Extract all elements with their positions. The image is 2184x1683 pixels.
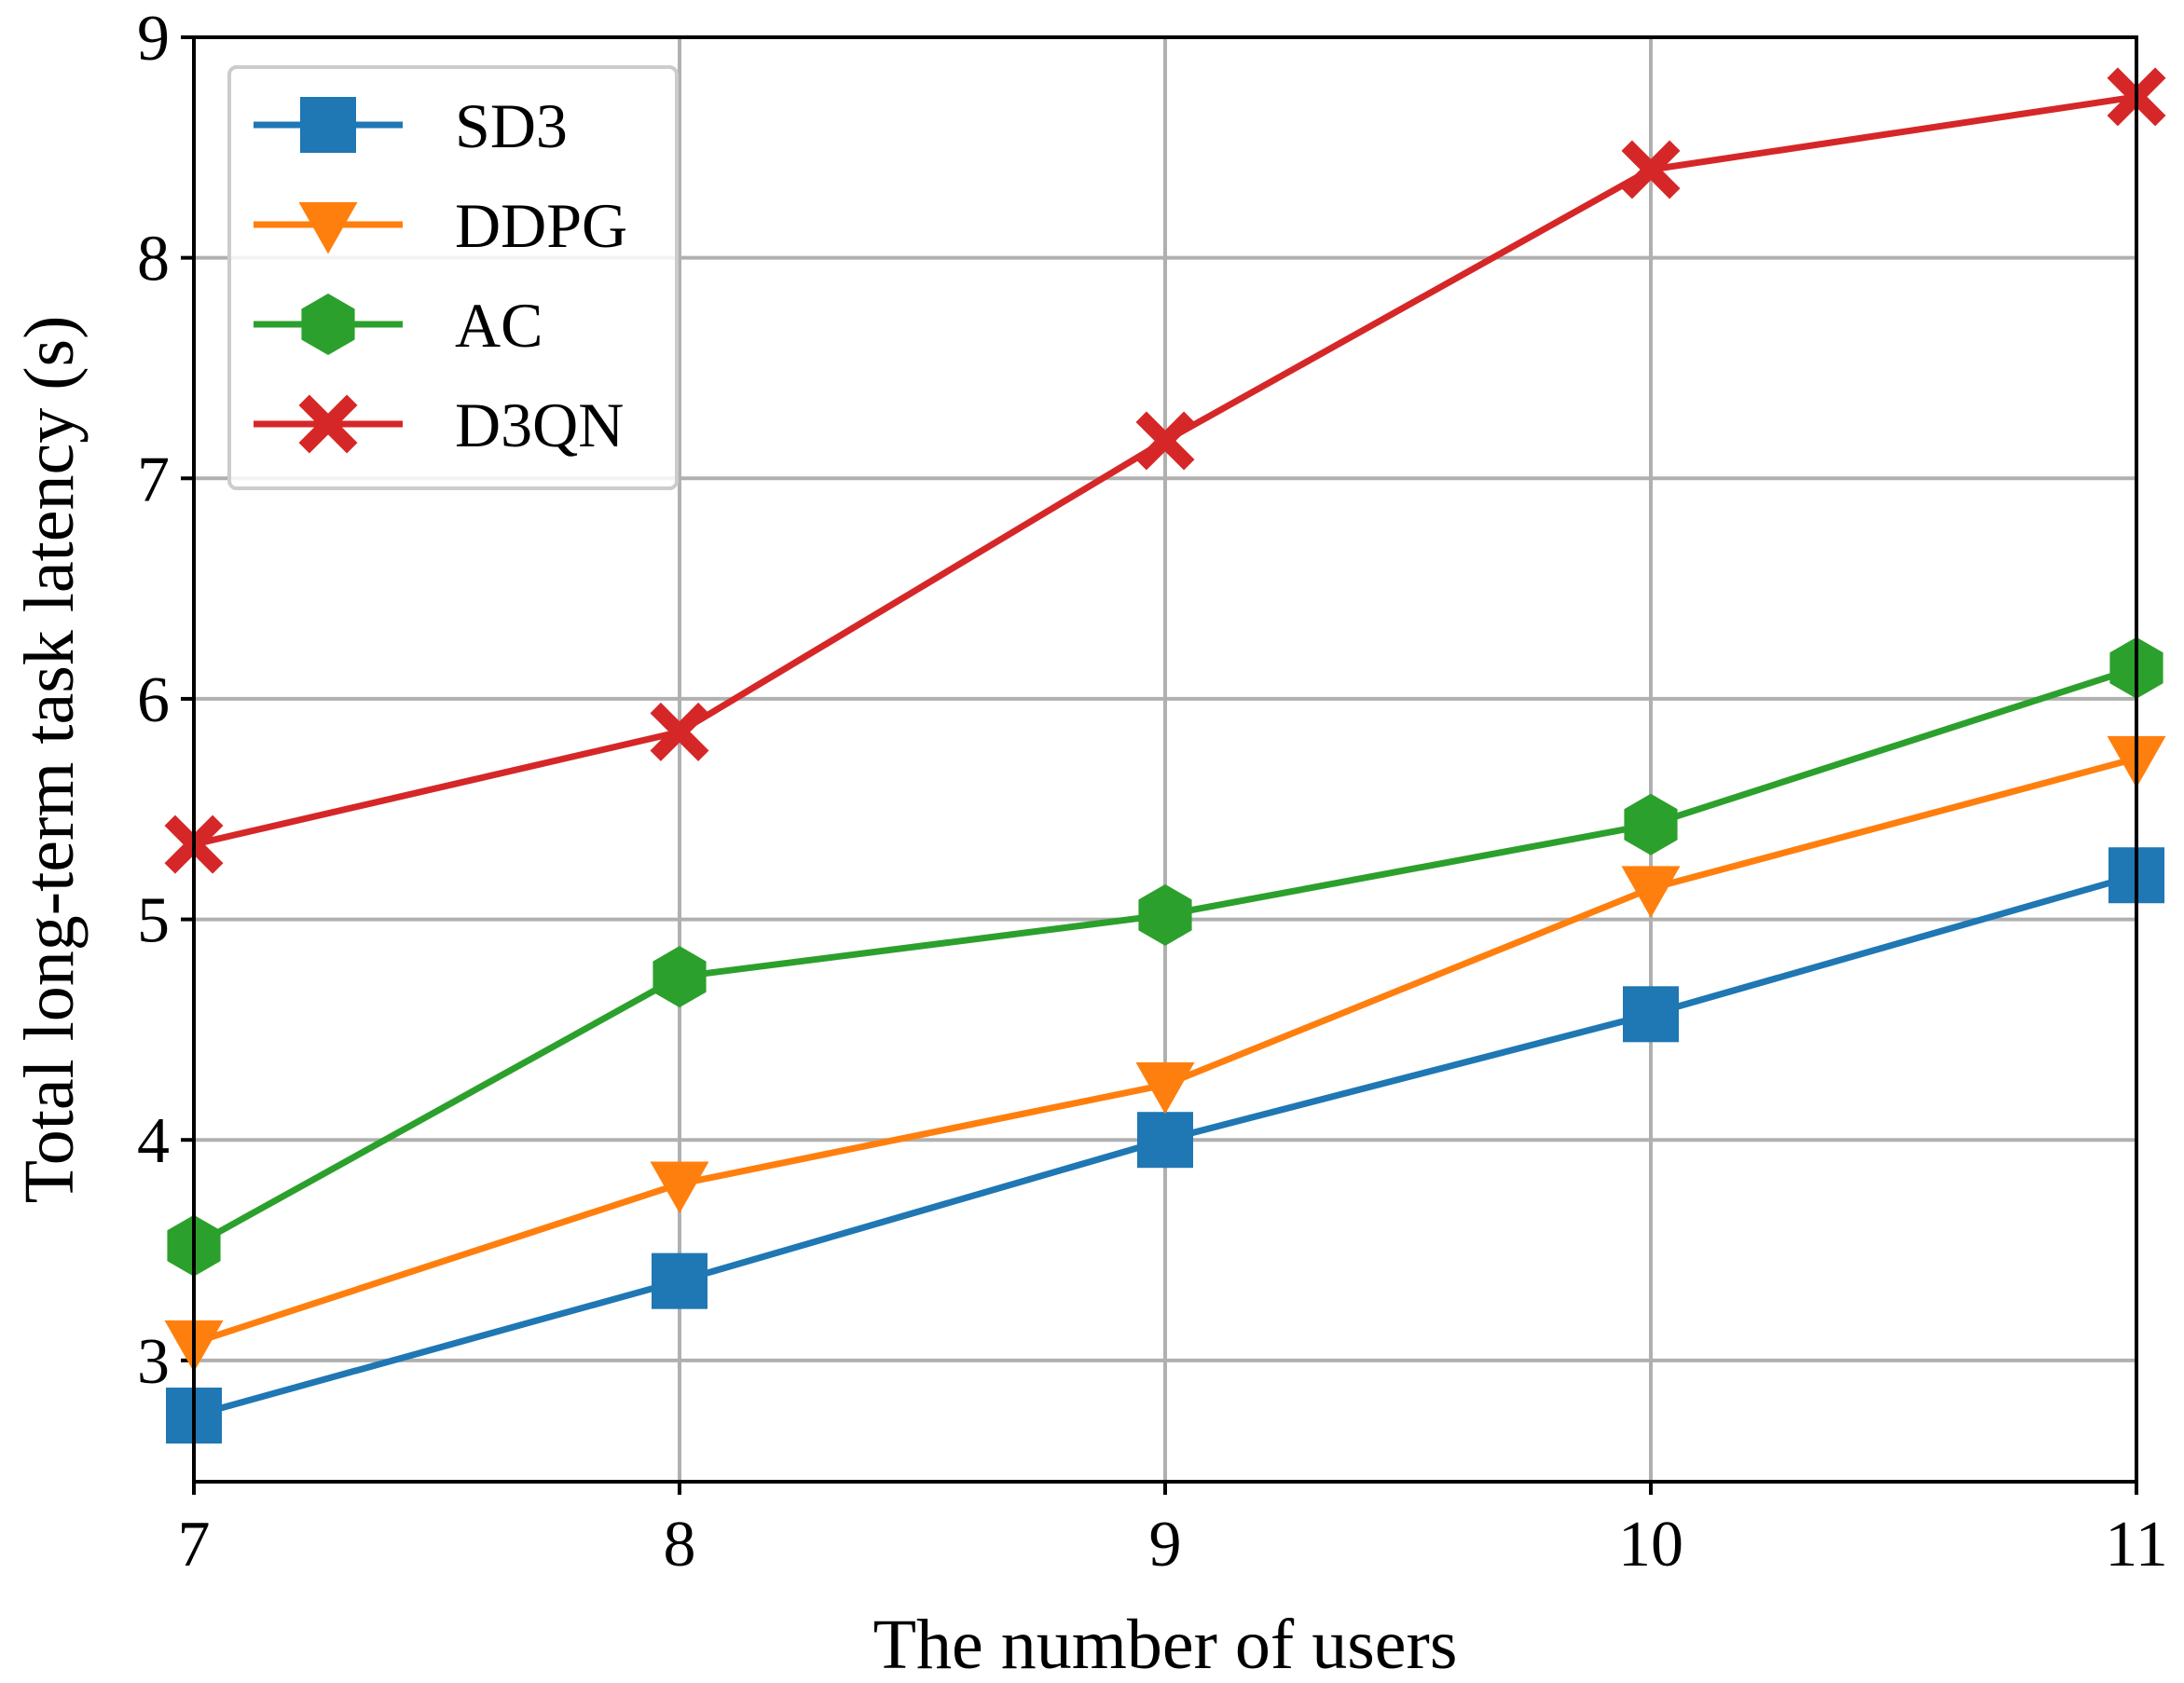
legend-item-ac: AC: [254, 290, 543, 361]
y-tick-label: 8: [137, 224, 170, 295]
legend-item-sd3: SD3: [254, 90, 568, 161]
legend-item-ddpg: DDPG: [254, 190, 627, 261]
data-point-ddpg: [1621, 866, 1681, 918]
x-tick-label: 9: [1149, 1509, 1182, 1580]
legend-marker-ac: [301, 294, 355, 355]
plot-frame: [192, 35, 2138, 1484]
data-point-ac: [1138, 883, 1192, 946]
data-point-sd3: [1623, 986, 1679, 1043]
y-tick-label: 4: [137, 1105, 170, 1177]
data-point-ddpg: [1135, 1062, 1195, 1115]
x-tick-label: 7: [178, 1509, 211, 1580]
y-tick-label: 6: [137, 664, 170, 736]
legend-label-sd3: SD3: [455, 90, 568, 161]
series-ac: [167, 636, 2163, 1277]
legend-marker-ddpg: [298, 202, 358, 254]
legend-label-d3qn: D3QN: [455, 390, 624, 460]
data-point-sd3: [1137, 1112, 1193, 1169]
legend-label-ac: AC: [455, 290, 543, 361]
x-tick-label: 10: [1618, 1509, 1683, 1580]
ticks-layer: 7 8 9 10 11 3 4 5 6 7 8 9: [137, 3, 2168, 1580]
legend-marker-d3qn: [298, 394, 358, 454]
data-point-ac: [1624, 793, 1678, 855]
x-axis-label: The number of users: [873, 1606, 1458, 1683]
legend: SD3 DDPG AC D3QN: [227, 65, 679, 490]
data-point-d3qn: [650, 702, 709, 761]
data-point-sd3: [652, 1252, 707, 1309]
x-tick-label: 8: [664, 1509, 696, 1580]
y-axis-label: Total long-term task latency (s): [10, 316, 89, 1204]
series-d3qn: [164, 67, 2166, 874]
data-point-ac: [652, 946, 707, 1008]
legend-box: [227, 65, 679, 490]
legend-item-d3qn: D3QN: [254, 390, 624, 460]
y-tick-label: 9: [137, 3, 170, 75]
legend-label-ddpg: DDPG: [455, 190, 627, 261]
y-tick-label: 7: [137, 444, 170, 515]
data-point-ddpg: [650, 1161, 709, 1214]
data-point-d3qn: [1621, 140, 1681, 199]
y-tick-label: 3: [137, 1326, 170, 1398]
legend-marker-sd3: [300, 97, 356, 153]
data-point-d3qn: [1135, 411, 1195, 471]
x-tick-label: 11: [2105, 1509, 2167, 1580]
y-tick-label: 5: [137, 885, 170, 957]
